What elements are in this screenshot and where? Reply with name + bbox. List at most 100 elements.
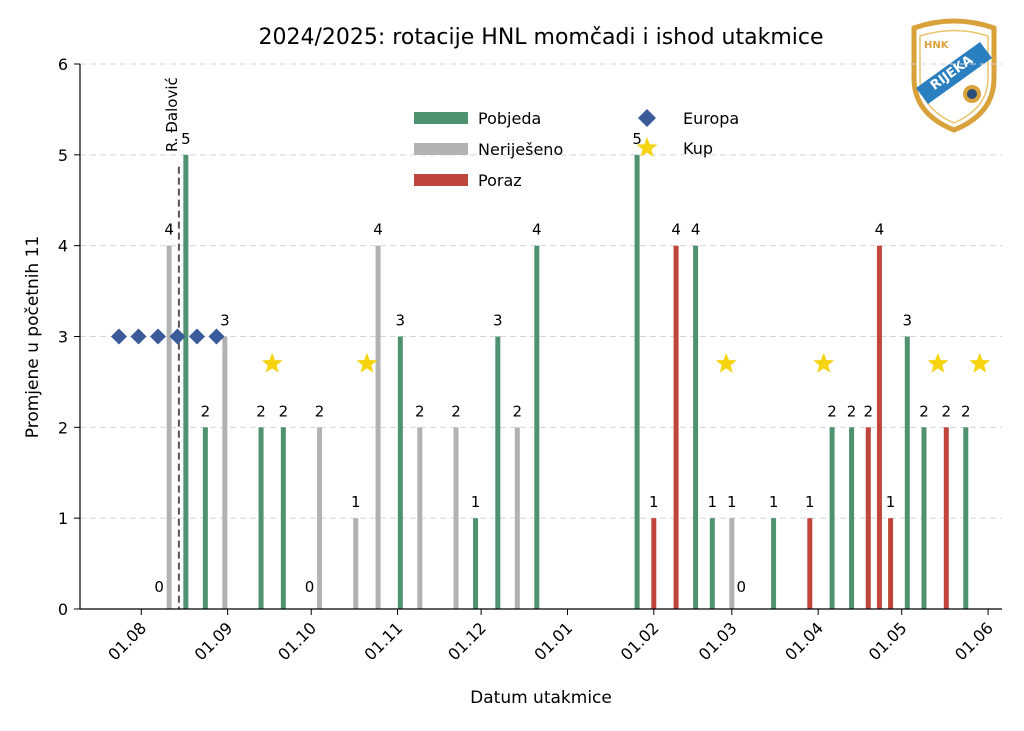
y-tick-label: 0 xyxy=(58,600,68,619)
y-tick-label: 4 xyxy=(58,237,68,256)
legend-label-cup: Kup xyxy=(683,139,713,158)
coach-change-layer: R. Đalović xyxy=(163,77,181,609)
bar-value-label: 4 xyxy=(532,221,542,239)
bar-win xyxy=(473,518,479,609)
x-tick-label: 01.05 xyxy=(865,618,911,664)
bar-win xyxy=(397,336,403,609)
bar-value-label: 1 xyxy=(805,493,815,511)
europa-marker xyxy=(169,328,186,345)
bar-value-label: 2 xyxy=(961,402,971,420)
bar-value-label: 2 xyxy=(847,402,857,420)
bar-win xyxy=(534,245,540,609)
bar-win xyxy=(183,154,189,610)
bar-value-label: 1 xyxy=(649,493,659,511)
bar-loss xyxy=(943,427,949,609)
legend-swatch-cup xyxy=(636,137,658,157)
bar-value-label: 2 xyxy=(864,402,874,420)
chart-title: 2024/2025: rotacije HNL momčadi i ishod … xyxy=(259,25,824,50)
y-tick-label: 3 xyxy=(58,328,68,347)
bar-draw xyxy=(375,245,381,609)
y-tick-label: 5 xyxy=(58,146,68,165)
europa-marker xyxy=(208,328,225,345)
x-tick-label: 01.12 xyxy=(444,618,490,664)
bar-value-label: 2 xyxy=(415,402,425,420)
bar-win xyxy=(693,245,699,609)
bar-value-label: 0 xyxy=(737,578,747,596)
bar-win xyxy=(921,427,927,609)
x-axis-label: Datum utakmice xyxy=(470,688,612,708)
cup-marker xyxy=(261,352,283,373)
x-tick-label: 01.04 xyxy=(781,618,827,664)
x-tick-label: 01.06 xyxy=(951,618,997,664)
europa-marker xyxy=(110,328,127,345)
bar-value-label: 2 xyxy=(942,402,952,420)
bar-value-label: 4 xyxy=(373,221,383,239)
legend-label-win: Pobjeda xyxy=(478,109,541,128)
legend-swatch-draw xyxy=(414,143,468,155)
europa-marker xyxy=(188,328,205,345)
bar-loss xyxy=(865,427,871,609)
bar-value-label: 2 xyxy=(279,402,289,420)
bar-value-label: 2 xyxy=(256,402,266,420)
bar-draw xyxy=(514,427,520,609)
bar-win xyxy=(709,518,715,609)
bar-value-label: 1 xyxy=(769,493,779,511)
bar-value-label: 1 xyxy=(471,493,481,511)
legend-label-europa: Europa xyxy=(683,109,739,128)
gridlines xyxy=(80,63,1002,519)
x-tick-label: 01.08 xyxy=(104,618,150,664)
cup-marker xyxy=(813,352,835,373)
bar-value-label: 2 xyxy=(513,402,523,420)
x-tick-label: 01.01 xyxy=(530,618,576,664)
bar-value-label: 4 xyxy=(164,221,174,239)
legend-label-loss: Poraz xyxy=(478,171,522,190)
cup-marker xyxy=(969,352,991,373)
bar-value-label: 3 xyxy=(396,312,406,330)
bar-win xyxy=(771,518,777,609)
club-crest-logo: RIJEKA HNK xyxy=(911,18,997,133)
legend: Pobjeda Neriješeno Poraz Europa Kup xyxy=(414,109,739,190)
bar-value-label: 1 xyxy=(708,493,718,511)
bar-value-label: 3 xyxy=(493,312,503,330)
competition-markers-layer xyxy=(110,328,991,373)
bar-win xyxy=(495,336,501,609)
bar-draw xyxy=(729,518,735,609)
bar-win xyxy=(904,336,910,609)
bar-value-label: 5 xyxy=(181,130,191,148)
x-tick-label: 01.03 xyxy=(695,618,741,664)
bar-loss xyxy=(651,518,657,609)
bar-value-label: 1 xyxy=(727,493,737,511)
bar-draw xyxy=(417,427,423,609)
y-axis-label: Promjene u početnih 11 xyxy=(23,236,43,439)
bar-value-label: 3 xyxy=(220,312,230,330)
x-tick-label: 01.02 xyxy=(617,618,663,664)
bar-value-label: 4 xyxy=(875,221,885,239)
bar-value-label: 5 xyxy=(632,130,642,148)
cup-marker xyxy=(927,352,949,373)
bar-draw xyxy=(222,336,228,609)
coach-change-label: R. Đalović xyxy=(163,77,181,152)
bar-draw xyxy=(353,518,359,609)
y-tick-label: 6 xyxy=(58,55,68,74)
bar-value-label: 2 xyxy=(451,402,461,420)
bar-value-label: 2 xyxy=(919,402,929,420)
bar-draw xyxy=(317,427,323,609)
x-tick-label: 01.09 xyxy=(191,618,237,664)
bar-value-label: 4 xyxy=(671,221,681,239)
y-tick-label: 2 xyxy=(58,418,68,437)
cup-marker xyxy=(356,352,378,373)
bar-value-label: 2 xyxy=(827,402,837,420)
bar-value-label: 0 xyxy=(154,578,164,596)
bar-win xyxy=(829,427,835,609)
bar-value-label: 2 xyxy=(201,402,211,420)
bar-win xyxy=(849,427,855,609)
europa-marker xyxy=(130,328,147,345)
bar-loss xyxy=(807,518,813,609)
bar-loss xyxy=(876,245,882,609)
bar-draw xyxy=(166,245,172,609)
legend-swatch-win xyxy=(414,112,468,124)
bar-win xyxy=(202,427,208,609)
bar-value-label: 1 xyxy=(351,493,361,511)
bar-win xyxy=(280,427,286,609)
